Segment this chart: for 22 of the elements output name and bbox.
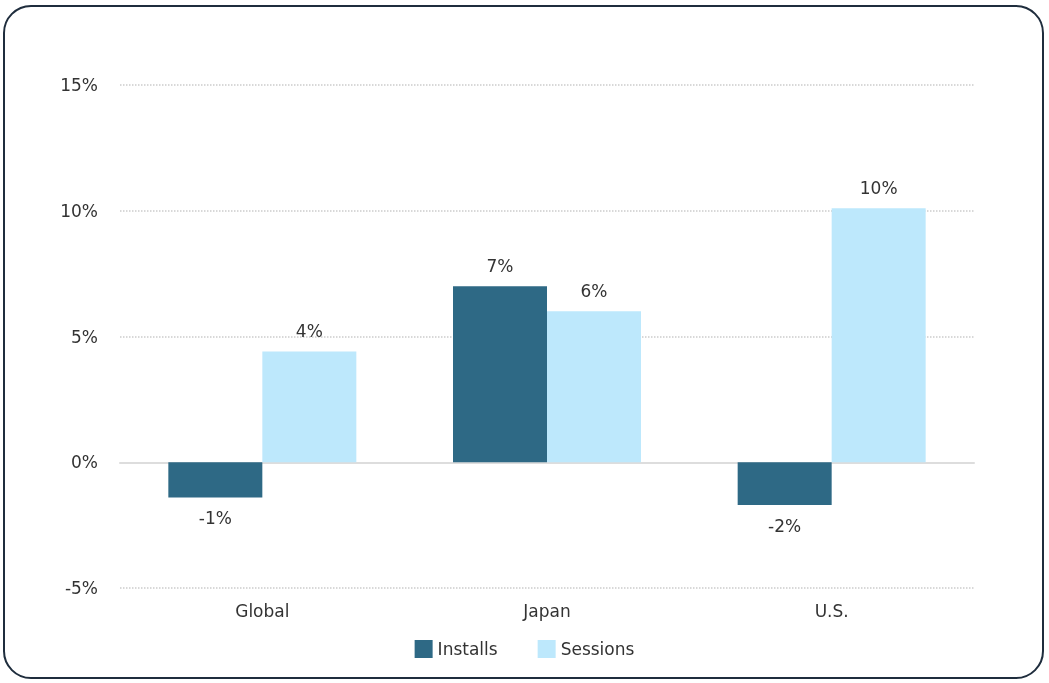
- legend-label: Sessions: [560, 639, 635, 659]
- bar: [262, 351, 357, 463]
- data-label: 6%: [580, 280, 608, 301]
- data-label: 4%: [295, 321, 323, 342]
- y-tick-label: 5%: [71, 326, 98, 347]
- y-tick-label: 0%: [71, 452, 98, 473]
- data-label: 10%: [859, 177, 898, 198]
- x-tick-label: U.S.: [814, 600, 849, 621]
- legend-label: Installs: [437, 639, 498, 659]
- bar: [547, 311, 641, 463]
- data-label: 7%: [486, 255, 514, 276]
- x-tick-label: Global: [235, 600, 290, 621]
- bar: [737, 462, 832, 506]
- data-label: -1%: [198, 507, 232, 528]
- bar: [453, 286, 547, 463]
- y-tick-label: 10%: [60, 200, 98, 221]
- x-tick-label: Japan: [522, 600, 571, 621]
- data-label: -2%: [768, 515, 802, 536]
- bar: [168, 462, 263, 498]
- y-tick-label: -5%: [64, 578, 98, 598]
- y-tick-label: 15%: [60, 75, 98, 95]
- bar: [831, 208, 926, 463]
